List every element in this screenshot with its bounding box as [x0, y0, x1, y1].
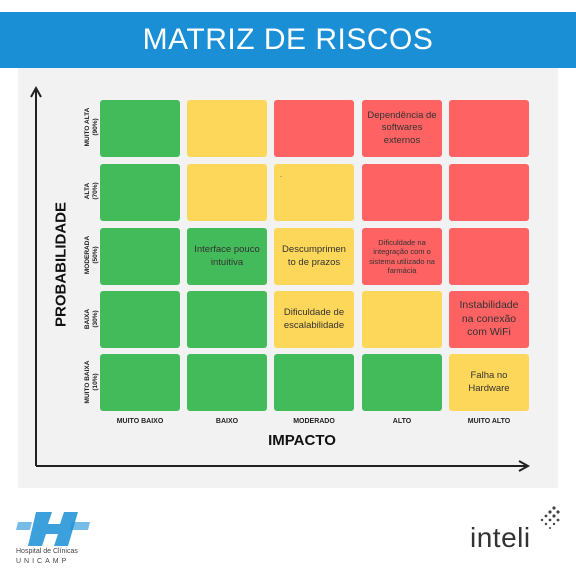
x-axis-title: IMPACTO	[268, 432, 336, 449]
cell-r3-c1	[187, 291, 267, 348]
cell-r2-c0	[100, 228, 180, 285]
cell-r2-c2: Descumprimen to de prazos	[274, 228, 354, 285]
cell-r1-c0	[100, 164, 180, 221]
cell-r1-c4	[449, 164, 529, 221]
cell-r4-c3	[362, 354, 442, 411]
cell-r0-c3: Dependência de softwares externos	[362, 100, 442, 157]
hospital-name: Hospital de Clínicas	[16, 548, 78, 555]
hospital-subtitle: UNICAMP	[16, 558, 70, 565]
cell-r3-c4: Instabilidade na conexão com WiFi	[449, 291, 529, 348]
cell-r0-c4	[449, 100, 529, 157]
cell-r0-c0	[100, 100, 180, 157]
cell-r3-c0	[100, 291, 180, 348]
col-label-alto: ALTO	[392, 418, 412, 425]
cell-r2-c1: Interface pouco intuitiva	[187, 228, 267, 285]
cell-r2-c3: Dificuldade na integração com o sistema …	[362, 228, 442, 285]
cell-r1-c2: .	[274, 164, 354, 221]
col-label-moderado: MODERADO	[293, 418, 335, 425]
cell-r1-c1	[187, 164, 267, 221]
col-label-muito-alto: MUITO ALTO	[467, 418, 511, 425]
cell-r3-c3	[362, 291, 442, 348]
y-axis-arrowhead	[30, 85, 42, 98]
cell-r3-c2: Dificuldade de escalabilidade	[274, 291, 354, 348]
inteli-logo-text: inteli	[470, 522, 531, 553]
page-title: MATRIZ DE RISCOS	[142, 23, 434, 56]
cell-r0-c2	[274, 100, 354, 157]
cell-r4-c0	[100, 354, 180, 411]
cell-r0-c1	[187, 100, 267, 157]
cell-r4-c4: Falha no Hardware	[449, 354, 529, 411]
cell-r2-c4	[449, 228, 529, 285]
hc-cross-icon	[16, 512, 90, 546]
hospital-clinicas-logo	[16, 512, 90, 546]
inteli-dots-icon	[540, 506, 560, 529]
cell-r4-c1	[187, 354, 267, 411]
title-bar: MATRIZ DE RISCOS	[0, 12, 576, 68]
col-label-muito-baixo: MUITO BAIXO	[116, 418, 164, 425]
x-axis-arrowhead	[518, 460, 531, 472]
cell-r1-c3	[362, 164, 442, 221]
cell-r4-c2	[274, 354, 354, 411]
y-axis-title: PROBABILIDADE	[52, 202, 70, 328]
col-label-baixo: BAIXO	[215, 418, 239, 425]
